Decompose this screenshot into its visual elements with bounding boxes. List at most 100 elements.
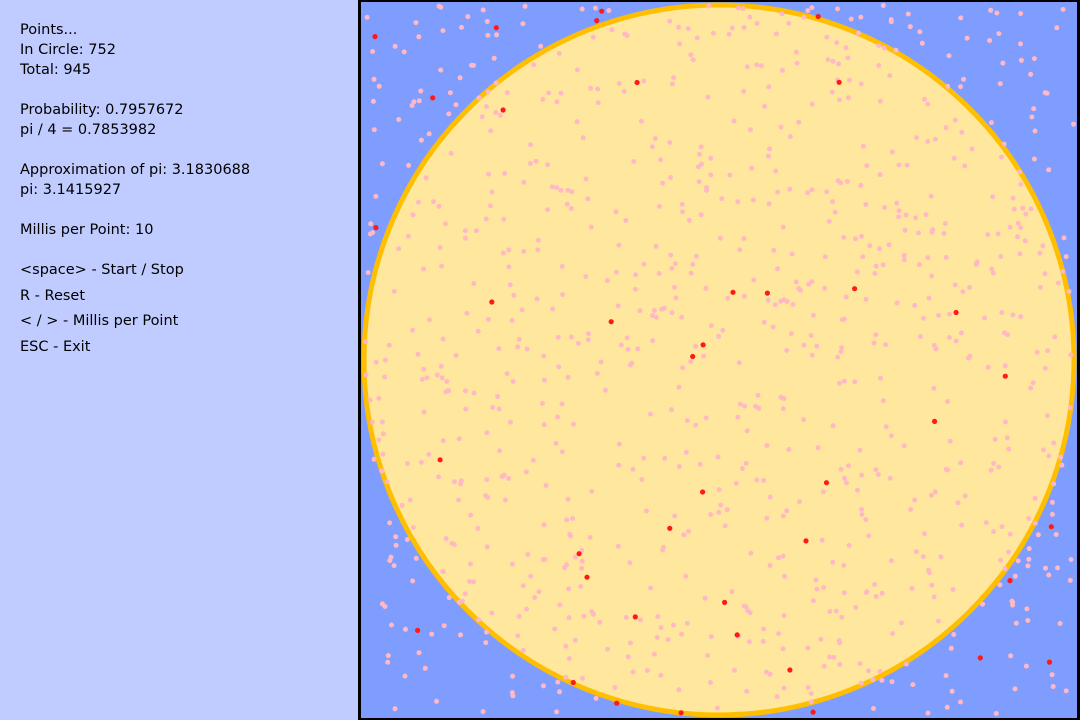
sample-point: [920, 554, 926, 560]
sample-point: [830, 199, 835, 205]
sample-point: [703, 285, 709, 291]
sample-point: [781, 685, 787, 691]
sample-point: [1038, 284, 1043, 290]
sample-point: [443, 536, 449, 542]
sample-point: [925, 139, 931, 144]
sample-point: [805, 685, 811, 691]
sample-point: [364, 14, 370, 20]
sample-point: [860, 254, 866, 260]
sample-point: [462, 228, 468, 234]
sample-point: [407, 497, 413, 503]
sample-point: [904, 162, 910, 168]
sample-point: [941, 230, 947, 236]
sample-point: [1071, 121, 1076, 127]
sample-point: [890, 631, 896, 636]
sample-point: [449, 540, 455, 546]
sample-point: [495, 394, 500, 399]
sample-point: [438, 363, 444, 369]
sample-point: [658, 672, 664, 678]
sample-point: [541, 353, 547, 359]
sample-point: [834, 40, 840, 46]
sample-point: [744, 64, 750, 70]
sample-point: [1057, 621, 1063, 626]
sample-point: [1028, 206, 1034, 212]
sample-point: [715, 454, 721, 460]
sample-point: [980, 601, 986, 607]
sample-point: [688, 52, 694, 58]
sample-point: [504, 371, 510, 377]
sample-point: [598, 359, 604, 365]
sample-point: [947, 311, 953, 317]
sample-point: [523, 469, 529, 475]
sample-point: [413, 20, 419, 26]
sample-point: [393, 542, 399, 548]
sample-point: [830, 423, 836, 429]
sample-point: [932, 489, 938, 495]
sample-point: [867, 243, 873, 249]
sample-point: [676, 687, 682, 693]
sample-point: [475, 328, 481, 334]
sample-point: [605, 646, 611, 652]
sample-point: [784, 508, 790, 514]
sample-point: [893, 47, 899, 53]
simulation-canvas[interactable]: [361, 2, 1077, 718]
sample-point: [871, 706, 876, 711]
sample-point: [767, 671, 773, 677]
sample-point: [667, 140, 673, 145]
sample-point: [489, 610, 495, 616]
sample-point: [870, 677, 876, 683]
sample-point: [741, 236, 747, 242]
sample-point: [438, 4, 444, 10]
sample-point: [876, 43, 882, 49]
sample-point: [833, 608, 839, 614]
sample-point: [396, 246, 402, 252]
sample-point: [801, 14, 807, 20]
sample-point: [985, 232, 991, 238]
sample-point: [480, 7, 486, 13]
sample-point: [688, 359, 694, 364]
sample-point: [780, 406, 786, 412]
sample-point: [458, 632, 463, 638]
sample-point: [384, 479, 390, 485]
sample-point: [766, 84, 772, 90]
sample-point: [876, 63, 882, 68]
sample-point: [985, 364, 991, 370]
sample-point: [440, 438, 446, 444]
sample-point: [651, 308, 657, 313]
recent-point: [977, 655, 983, 661]
sample-point: [521, 248, 527, 254]
sample-point: [888, 19, 894, 25]
sample-point: [1026, 516, 1032, 522]
sample-point: [780, 224, 786, 230]
sample-point: [471, 390, 477, 396]
recent-point: [1048, 524, 1054, 530]
sample-point: [896, 208, 902, 214]
sample-point: [519, 307, 525, 313]
sample-point: [793, 279, 799, 285]
sample-point: [524, 606, 529, 612]
sample-point: [826, 218, 832, 224]
sample-point: [625, 654, 631, 660]
sample-point: [959, 522, 965, 528]
sample-point: [808, 691, 814, 696]
sample-point: [832, 209, 838, 215]
sample-point: [853, 604, 859, 610]
sample-point: [510, 378, 516, 384]
sample-point: [486, 171, 492, 177]
sample-point: [415, 199, 421, 205]
sample-point: [502, 497, 508, 503]
recent-point: [415, 627, 421, 634]
sample-point: [424, 375, 430, 381]
sample-point: [725, 295, 731, 301]
sample-point: [658, 625, 664, 631]
sample-point: [557, 602, 563, 608]
sample-point: [827, 654, 833, 660]
recent-point: [634, 79, 640, 86]
sample-point: [1041, 447, 1046, 453]
sample-point: [1018, 181, 1024, 187]
sample-point: [563, 643, 569, 649]
sample-point: [409, 103, 415, 108]
sample-point: [579, 6, 585, 12]
sample-point: [515, 633, 521, 639]
sample-point: [624, 33, 630, 39]
